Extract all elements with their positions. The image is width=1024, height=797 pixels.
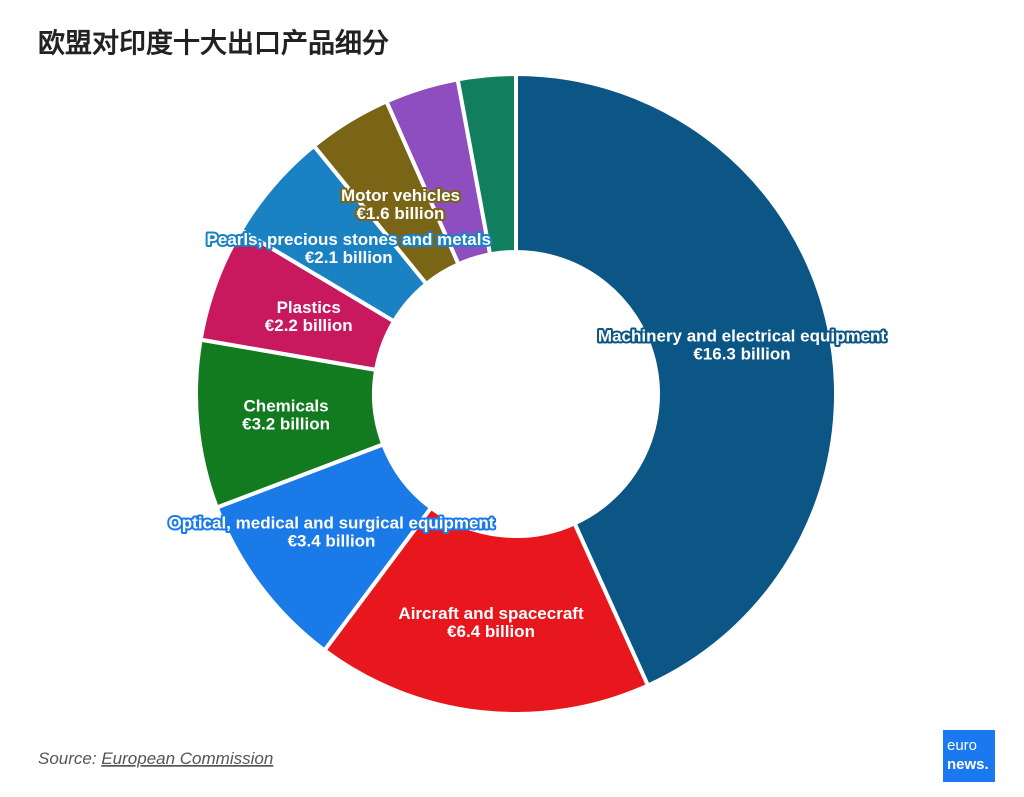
- donut-slice: [455, 72, 518, 257]
- slice-label: Plastics: [277, 298, 341, 317]
- source-prefix: Source:: [38, 749, 97, 768]
- slice-value-label: €16.3 billion: [693, 344, 790, 363]
- donut-slice: [322, 505, 650, 716]
- slice-label: Chemicals: [244, 397, 329, 416]
- slice-label: Pearls, precious stones and metals: [207, 230, 491, 249]
- logo-text: euro: [947, 737, 977, 754]
- slice-label: Motor vehicles: [341, 186, 460, 205]
- slice-value-label: €6.4 billion: [447, 622, 535, 641]
- logo-box: [943, 730, 995, 782]
- slice-value-label: €2.2 billion: [265, 316, 353, 335]
- slice-label: Aircraft and spacecraft: [398, 604, 584, 623]
- source-link[interactable]: European Commission: [101, 749, 273, 768]
- donut-slice: [514, 72, 838, 688]
- source: Source: European Commission: [38, 749, 273, 768]
- slice-label: Optical, medical and surgical equipment: [169, 514, 495, 533]
- logo-text: news.: [947, 756, 989, 773]
- chart-title: 欧盟对印度十大出口产品细分: [38, 28, 389, 60]
- slice-value-label: €2.1 billion: [305, 248, 393, 267]
- slice-label: Machinery and electrical equipment: [598, 326, 886, 345]
- slice-value-label: €3.4 billion: [288, 532, 376, 551]
- slice-value-label: €1.6 billion: [357, 204, 445, 223]
- slice-value-label: €3.2 billion: [242, 415, 330, 434]
